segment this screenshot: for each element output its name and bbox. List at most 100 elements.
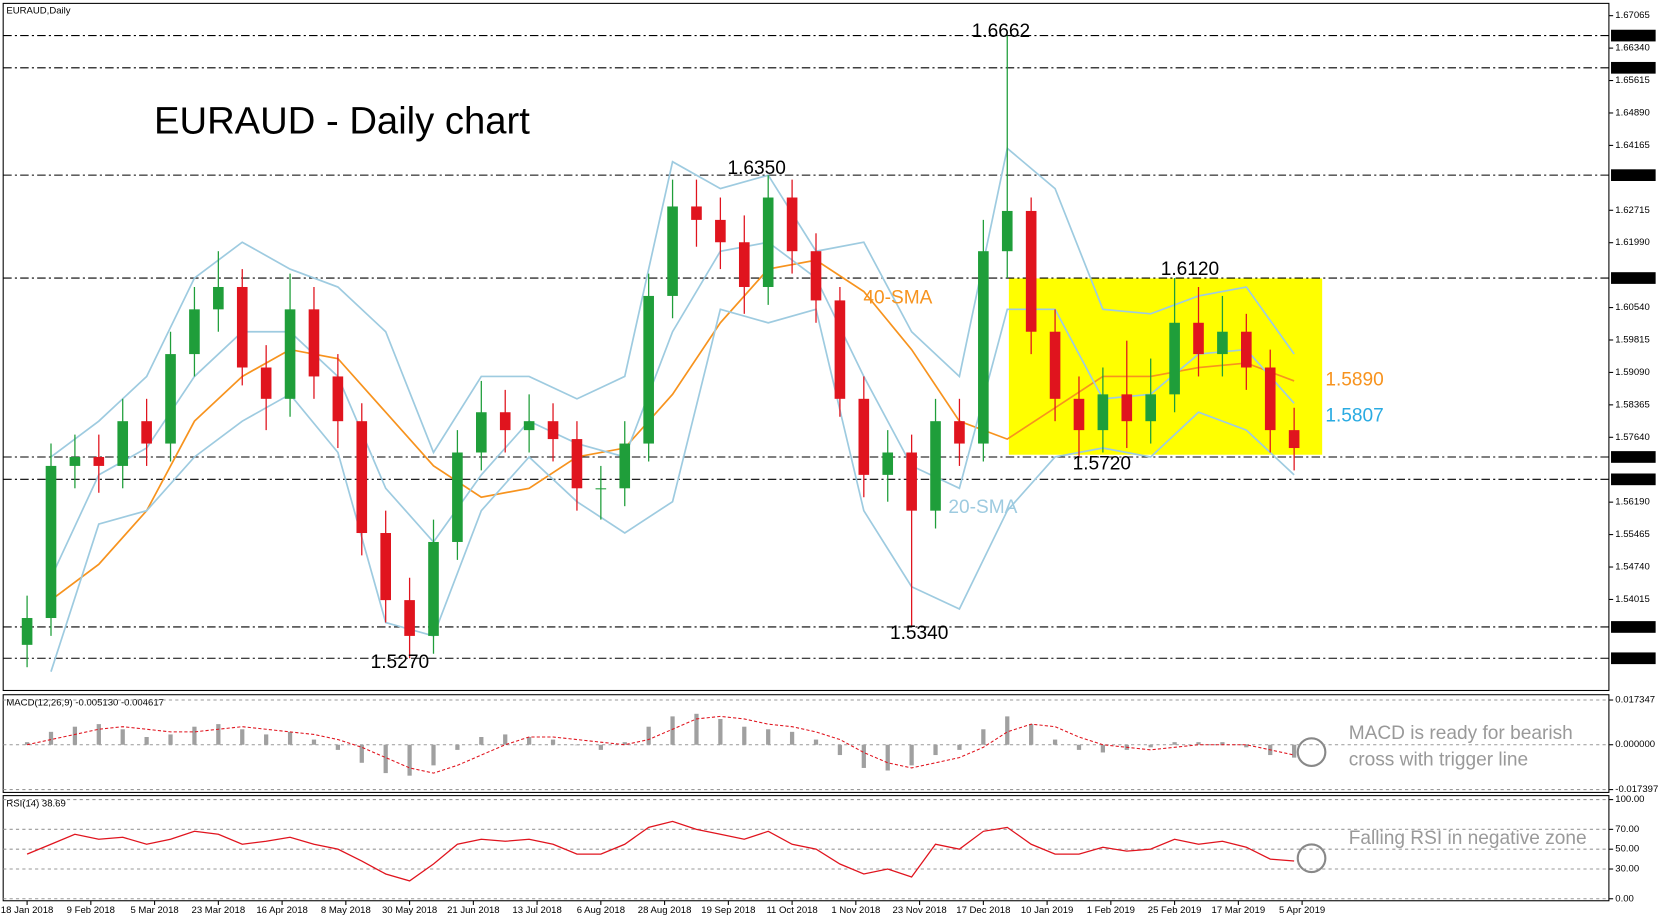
macd-bar <box>120 729 125 745</box>
candle-body <box>21 618 33 645</box>
macd-bar <box>837 744 843 756</box>
macd-bar <box>574 744 580 746</box>
candle-body <box>189 309 200 355</box>
candle-body <box>356 421 368 534</box>
macd-bar <box>1172 742 1177 745</box>
y-tick-label: 1.58365 <box>1615 399 1650 410</box>
candle-body <box>667 206 678 296</box>
candle-body <box>1121 394 1133 422</box>
candle-body <box>1264 367 1276 431</box>
y-tick-label: 1.62715 <box>1615 205 1650 216</box>
rsi-line <box>26 820 1295 882</box>
candle-body <box>523 421 535 431</box>
level-label: 1.66620 <box>1614 30 1649 41</box>
y-tick-label: 1.57640 <box>1615 432 1650 443</box>
macd-bar <box>216 724 221 745</box>
macd-bar <box>622 742 627 745</box>
price-annotation: 1.5807 <box>1325 406 1383 427</box>
candle-body <box>45 465 57 619</box>
candle-body <box>236 286 248 368</box>
y-tick-label: 70.00 <box>1615 824 1639 835</box>
y-tick-label: 1.65615 <box>1615 75 1650 86</box>
rsi-note: Falling RSI in negative zone <box>1349 828 1587 849</box>
candle-body <box>882 452 894 475</box>
sma-label: 40-SMA <box>863 288 932 309</box>
indicator-line <box>50 308 1295 672</box>
level-label-box <box>1611 169 1656 181</box>
macd-bar <box>240 729 245 745</box>
chart-title: EURAUD - Daily chart <box>154 99 530 142</box>
candle-body <box>93 456 105 466</box>
price-annotation: 1.5270 <box>371 652 429 673</box>
candle-body <box>619 443 631 489</box>
macd-bar <box>1244 744 1249 748</box>
macd-bar <box>813 739 819 745</box>
macd-bar <box>789 731 795 745</box>
level-label: 1.65900 <box>1614 62 1649 73</box>
macd-bar <box>550 739 556 745</box>
macd-bar <box>503 734 508 745</box>
macd-bar <box>48 731 54 745</box>
x-tick-label: 1 Feb 2019 <box>1087 905 1135 916</box>
x-tick-label: 21 Jun 2018 <box>447 905 500 916</box>
x-tick-label: 1 Nov 2018 <box>831 905 880 916</box>
y-tick-label: 1.66340 <box>1615 43 1650 54</box>
y-tick-label: 100.00 <box>1615 794 1644 805</box>
y-tick-label: 0.017347 <box>1615 695 1655 706</box>
candle-body <box>762 197 774 287</box>
level-label: 1.61200 <box>1614 273 1649 284</box>
macd-bar <box>885 744 890 771</box>
x-tick-label: 17 Mar 2019 <box>1212 905 1266 916</box>
macd-bar <box>1292 744 1297 758</box>
macd-bar <box>694 713 699 745</box>
y-tick-label: 1.59815 <box>1615 335 1650 346</box>
indicator-line <box>50 241 1295 579</box>
candle-body <box>1241 331 1252 368</box>
macd-note: MACD is ready for bearish <box>1349 723 1573 744</box>
price-annotation: 1.5720 <box>1073 453 1131 474</box>
macd-bar <box>144 737 149 745</box>
price-annotation: 1.5340 <box>890 623 948 644</box>
indicator-line <box>50 259 1295 601</box>
macd-bar <box>1005 716 1010 745</box>
x-tick-label: 25 Feb 2019 <box>1148 905 1202 916</box>
level-label-box <box>1611 473 1656 486</box>
candle-body <box>165 354 176 444</box>
indicator-line <box>50 146 1295 458</box>
candle-body <box>1217 331 1228 355</box>
y-tick-label: 1.55465 <box>1615 529 1650 540</box>
x-tick-label: 17 Dec 2018 <box>956 905 1010 916</box>
x-tick-label: 10 Jan 2019 <box>1021 905 1074 916</box>
macd-bar <box>455 744 460 750</box>
y-tick-label: 1.67065 <box>1615 10 1650 21</box>
macd-bar <box>264 734 269 745</box>
level-label: 1.57200 <box>1614 451 1649 462</box>
macd-bar <box>168 734 173 745</box>
y-tick-label: 1.54015 <box>1615 594 1650 605</box>
x-tick-label: 6 Aug 2018 <box>577 905 625 916</box>
level-label: 1.63500 <box>1614 170 1649 181</box>
macd-note: cross with trigger line <box>1349 750 1528 771</box>
y-tick-label: 1.64890 <box>1615 107 1650 118</box>
macd-bar <box>527 737 532 745</box>
macd-bar <box>311 739 317 745</box>
candle-body <box>69 456 81 466</box>
y-tick-label: -0.017397 <box>1615 784 1658 795</box>
candle-body <box>213 286 224 310</box>
macd-bar <box>335 744 340 750</box>
macd-bar <box>359 744 364 763</box>
macd-bar <box>1052 739 1058 745</box>
y-tick-label: 1.59090 <box>1615 367 1650 378</box>
y-tick-label: 0.000000 <box>1615 739 1655 750</box>
candle-body <box>332 376 344 422</box>
candle-body <box>834 300 846 399</box>
macd-bar <box>718 718 723 745</box>
x-tick-label: 9 Feb 2018 <box>67 905 115 916</box>
level-label-box <box>1611 61 1656 74</box>
signal-line <box>26 715 1295 774</box>
macd-bar <box>287 731 293 745</box>
candle-body <box>810 251 822 301</box>
x-tick-label: 5 Mar 2018 <box>130 905 178 916</box>
level-label-box <box>1611 451 1656 463</box>
